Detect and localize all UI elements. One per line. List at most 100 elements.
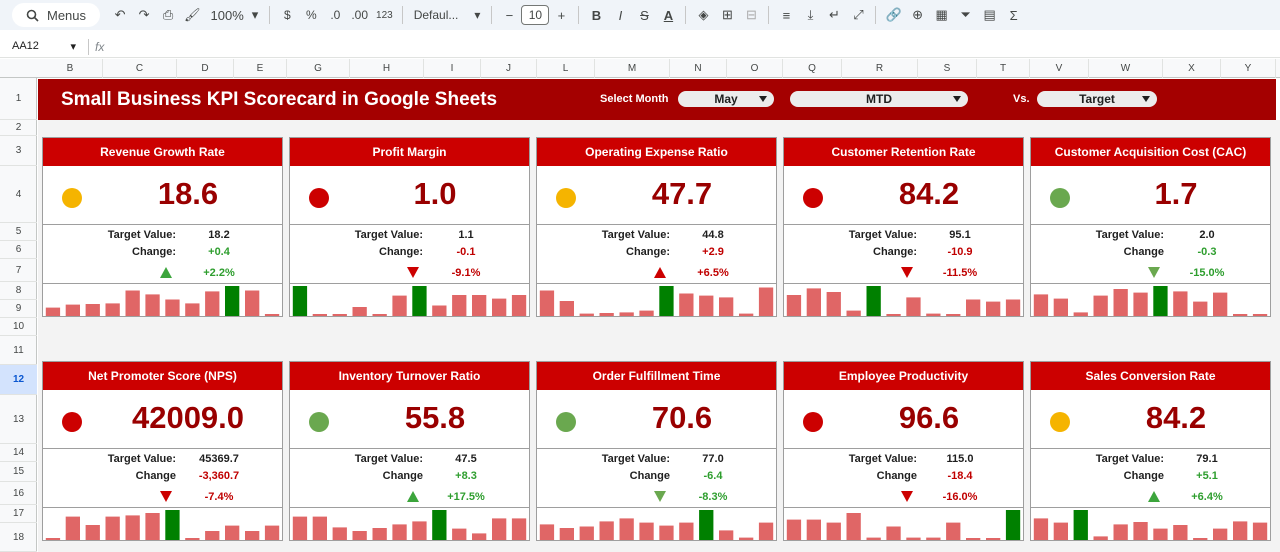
sparkline-bar (679, 293, 694, 316)
paint-format-icon[interactable]: 🖌 (184, 7, 201, 22)
kpi-card: Revenue Growth Rate 18.6 Target Value: 18.2… (42, 137, 283, 317)
link-icon[interactable]: 🔗 (885, 7, 902, 22)
column-header[interactable]: Y (1221, 59, 1276, 78)
column-header[interactable]: M (595, 59, 670, 78)
sparkline-chart (43, 507, 282, 540)
strikethrough-icon[interactable]: S (640, 7, 649, 23)
period-dropdown[interactable]: MTD (790, 91, 968, 107)
italic-button[interactable]: I (618, 7, 623, 23)
font-size-decrease-icon[interactable]: − (505, 7, 514, 23)
sparkline-bar (85, 525, 100, 540)
row-header[interactable]: 10 (0, 318, 37, 336)
sparkline-svg (786, 510, 1021, 540)
column-header[interactable]: B (38, 59, 103, 78)
zoom-select[interactable]: 100% ▾ (205, 7, 265, 23)
percent-button[interactable]: % (305, 8, 317, 22)
valign-icon[interactable]: ⤓ (807, 7, 814, 22)
align-icon[interactable]: ≡ (782, 7, 791, 23)
row-header[interactable]: 13 (0, 395, 37, 444)
column-header[interactable]: W (1089, 59, 1163, 78)
month-dropdown[interactable]: May (678, 91, 774, 107)
font-select[interactable]: Defaul... ▾ (408, 8, 487, 22)
compare-dropdown[interactable]: Target (1037, 91, 1157, 107)
sparkline-bar (966, 299, 981, 316)
kpi-card: Order Fulfillment Time 70.6 Target Value: 7… (536, 361, 777, 541)
column-header[interactable]: T (977, 59, 1030, 78)
sparkline-bar (579, 526, 594, 540)
column-header[interactable]: R (842, 59, 918, 78)
sparkline-bar-highlight (866, 286, 881, 316)
row-header[interactable]: 5 (0, 223, 37, 241)
column-header[interactable]: N (670, 59, 727, 78)
column-header[interactable]: V (1030, 59, 1089, 78)
kpi-title: Order Fulfillment Time (537, 362, 776, 390)
change-value: -6.4 (703, 470, 723, 482)
wrap-icon[interactable]: ↵ (828, 7, 840, 22)
target-value: 2.0 (1199, 229, 1215, 241)
kpi-title: Sales Conversion Rate (1031, 362, 1270, 390)
comment-icon[interactable]: ⊕ (912, 7, 924, 22)
column-header[interactable]: D (177, 59, 234, 78)
sparkline-bar (786, 519, 802, 540)
row-header[interactable]: 11 (0, 336, 37, 365)
font-size-input[interactable]: 10 (521, 5, 550, 25)
menus-search[interactable]: Menus (12, 3, 101, 27)
row-header[interactable]: 12 (0, 365, 37, 395)
filter-views-icon[interactable]: ▤ (983, 7, 996, 22)
currency-button[interactable]: $ (283, 8, 291, 22)
filter-icon[interactable]: ⏷ (960, 7, 971, 22)
row-header[interactable]: 8 (0, 282, 37, 300)
row-header[interactable]: 17 (0, 505, 37, 523)
change-value: +5.1 (1196, 470, 1218, 482)
row-header[interactable]: 15 (0, 462, 37, 482)
row-header[interactable]: 1 (0, 78, 37, 120)
sparkline-bar (579, 313, 594, 316)
row-header[interactable]: 3 (0, 136, 37, 166)
sparkline-bar (1213, 528, 1228, 540)
sparkline-bar (312, 314, 327, 316)
font-size-increase-icon[interactable]: + (557, 7, 566, 23)
chevron-down-icon: ▾ (474, 8, 481, 22)
row-header[interactable]: 18 (0, 523, 37, 552)
merge-cells-icon[interactable]: ⊟ (745, 7, 757, 22)
column-header[interactable]: J (481, 59, 537, 78)
row-header[interactable]: 7 (0, 259, 37, 282)
column-header[interactable]: X (1163, 59, 1221, 78)
sparkline-bar (511, 518, 527, 540)
row-header[interactable]: 16 (0, 482, 37, 505)
name-box[interactable]: AA12 ▾ (0, 40, 82, 53)
row-header[interactable]: 4 (0, 166, 37, 223)
column-header[interactable]: Q (783, 59, 842, 78)
borders-icon[interactable]: ⊞ (721, 7, 733, 22)
rotate-icon[interactable]: ⤢ (853, 7, 864, 22)
column-header[interactable]: G (287, 59, 350, 78)
row-header[interactable]: 6 (0, 241, 37, 259)
column-header[interactable]: E (234, 59, 287, 78)
row-header[interactable]: 2 (0, 120, 37, 136)
redo-icon[interactable]: ↷ (138, 7, 150, 22)
column-header[interactable]: S (918, 59, 977, 78)
row-header[interactable]: 9 (0, 300, 37, 318)
column-header[interactable]: C (103, 59, 177, 78)
row-header[interactable]: 14 (0, 444, 37, 462)
column-header[interactable]: H (350, 59, 424, 78)
fill-color-icon[interactable]: ◈ (698, 7, 709, 22)
number-format-button[interactable]: 123 (376, 9, 393, 21)
chart-icon[interactable]: ▦ (935, 7, 948, 22)
decrease-decimal-button[interactable]: .0 (330, 8, 341, 22)
increase-decimal-button[interactable]: .00 (351, 8, 369, 22)
sparkline-svg (1033, 510, 1268, 540)
column-header[interactable]: I (424, 59, 481, 78)
sparkline-chart (43, 283, 282, 316)
kpi-card: Profit Margin 1.0 Target Value: 1.1 Change: -… (289, 137, 530, 317)
print-icon[interactable]: ⎙ (162, 7, 174, 22)
column-header[interactable]: O (727, 59, 783, 78)
sparkline-bar (699, 295, 714, 316)
functions-icon[interactable]: Σ (1009, 7, 1018, 23)
text-color-icon[interactable]: A (663, 7, 674, 23)
kpi-value: 18.6 (157, 176, 219, 211)
undo-icon[interactable]: ↶ (114, 7, 126, 22)
sparkline-bar (926, 313, 941, 316)
bold-button[interactable]: B (591, 7, 602, 23)
column-header[interactable]: L (537, 59, 595, 78)
